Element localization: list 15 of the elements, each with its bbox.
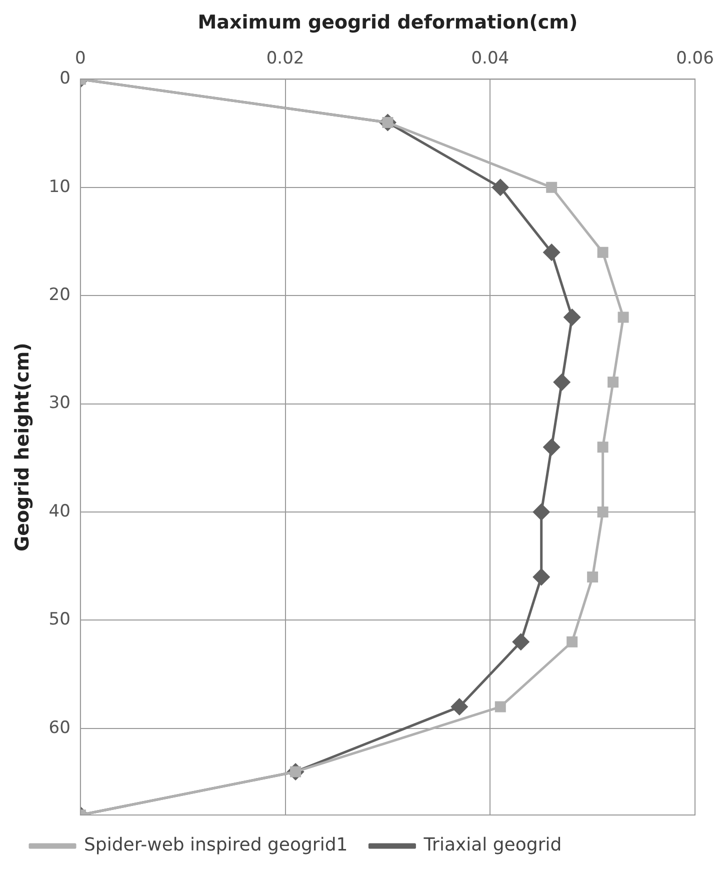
x-axis-title: Maximum geogrid deformation(cm) [198,11,578,34]
y-tick-label: 50 [48,610,70,630]
legend-label: Spider-web inspired geogrid1 [84,834,348,856]
y-tick-label: 30 [48,393,70,414]
legend-label: Triaxial geogrid [422,834,562,856]
x-tick-label: 0 [75,48,86,68]
y-tick-label: 20 [48,285,70,306]
y-tick-label: 60 [48,718,70,738]
y-tick-label: 40 [48,501,70,522]
x-tick-label: 0.02 [266,48,304,68]
x-tick-label: 0.06 [676,48,714,68]
y-tick-label: 10 [48,176,70,197]
y-axis-title: Geogrid height(cm) [11,342,34,552]
x-tick-label: 0.04 [471,48,510,68]
y-tick-label: 0 [60,68,70,89]
